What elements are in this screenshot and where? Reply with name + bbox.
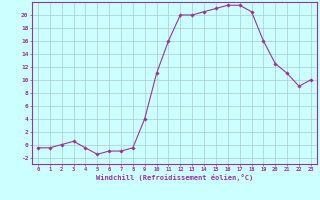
- X-axis label: Windchill (Refroidissement éolien,°C): Windchill (Refroidissement éolien,°C): [96, 174, 253, 181]
